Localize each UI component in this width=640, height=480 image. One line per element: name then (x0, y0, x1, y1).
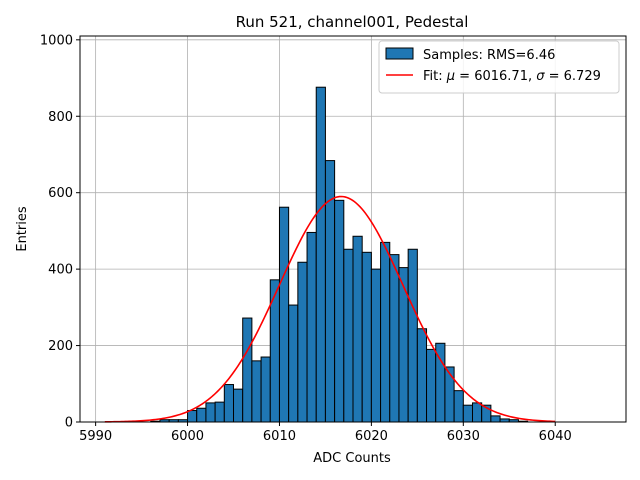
x-axis-label: ADC Counts (313, 451, 391, 466)
legend-samples-swatch (385, 47, 414, 60)
histogram-bar (444, 366, 455, 423)
chart-title: Run 521, channel001, Pedestal (236, 13, 469, 31)
x-tick-label: 6030 (447, 429, 480, 444)
y-tick-label: 200 (48, 339, 73, 354)
y-tick-label: 1000 (40, 33, 73, 48)
histogram-bar (416, 328, 428, 423)
x-tick-label: 5990 (79, 429, 112, 444)
histogram-bar (260, 356, 271, 423)
legend-fit-mu-value: = 6016.71, (455, 69, 536, 84)
legend-fit-prefix: Fit: (423, 69, 447, 84)
histogram-bar (205, 402, 216, 423)
histogram-bar (380, 241, 391, 423)
histogram-bar (407, 248, 418, 423)
legend-samples-label: Samples: RMS=6.46 (423, 48, 555, 63)
histogram-bar (453, 390, 464, 423)
histogram-bar (251, 360, 262, 423)
histogram-bar (233, 388, 244, 423)
x-tick-label: 6010 (263, 429, 296, 444)
histogram-bar (196, 407, 207, 423)
histogram-bar (278, 206, 290, 423)
legend-fit-label: Fit: μ = 6016.71, σ = 6.729 (423, 69, 601, 84)
y-tick-label: 400 (48, 263, 73, 278)
histogram-bar (242, 317, 253, 423)
y-axis-label: Entries (15, 206, 30, 252)
histogram-bar (334, 199, 345, 423)
y-tick-label: 600 (48, 186, 73, 201)
fit-curve (104, 195, 556, 423)
legend: Samples: RMS=6.46 Fit: μ = 6016.71, σ = … (378, 40, 620, 94)
legend-box (378, 40, 620, 94)
histogram-bar (187, 410, 198, 423)
histogram-bar (471, 402, 483, 423)
y-tick-label: 0 (65, 416, 73, 431)
histogram-bar (288, 304, 299, 423)
x-axis-ticks: 5990 6000 6010 6020 6030 6040 (79, 422, 572, 444)
histogram-bar (490, 415, 501, 423)
histogram-bar (315, 86, 326, 423)
histogram-bar (462, 404, 473, 423)
x-tick-label: 6000 (171, 429, 204, 444)
histogram-bar (352, 235, 363, 423)
histogram-bar (370, 268, 382, 423)
histogram-bar (306, 231, 317, 423)
histogram-bar (214, 401, 225, 423)
histogram-bars (150, 86, 529, 423)
x-tick-label: 6040 (539, 429, 572, 444)
plot-frame (79, 35, 627, 423)
histogram-bar (297, 261, 308, 423)
legend-fit-mu-symbol: μ (446, 69, 455, 84)
legend-fit-sigma-value: = 6.729 (544, 69, 600, 84)
y-axis-ticks: 0 200 400 600 800 1000 (40, 33, 80, 431)
x-tick-label: 6020 (355, 429, 388, 444)
histogram-bar (223, 384, 235, 423)
legend-fit-sigma-symbol: σ (536, 69, 545, 84)
y-tick-label: 800 (48, 110, 73, 125)
histogram-bar (426, 348, 437, 423)
histogram-bar (343, 248, 354, 423)
histogram-bar (389, 254, 400, 423)
histogram-bar (361, 251, 372, 423)
histogram-bar (398, 267, 409, 423)
